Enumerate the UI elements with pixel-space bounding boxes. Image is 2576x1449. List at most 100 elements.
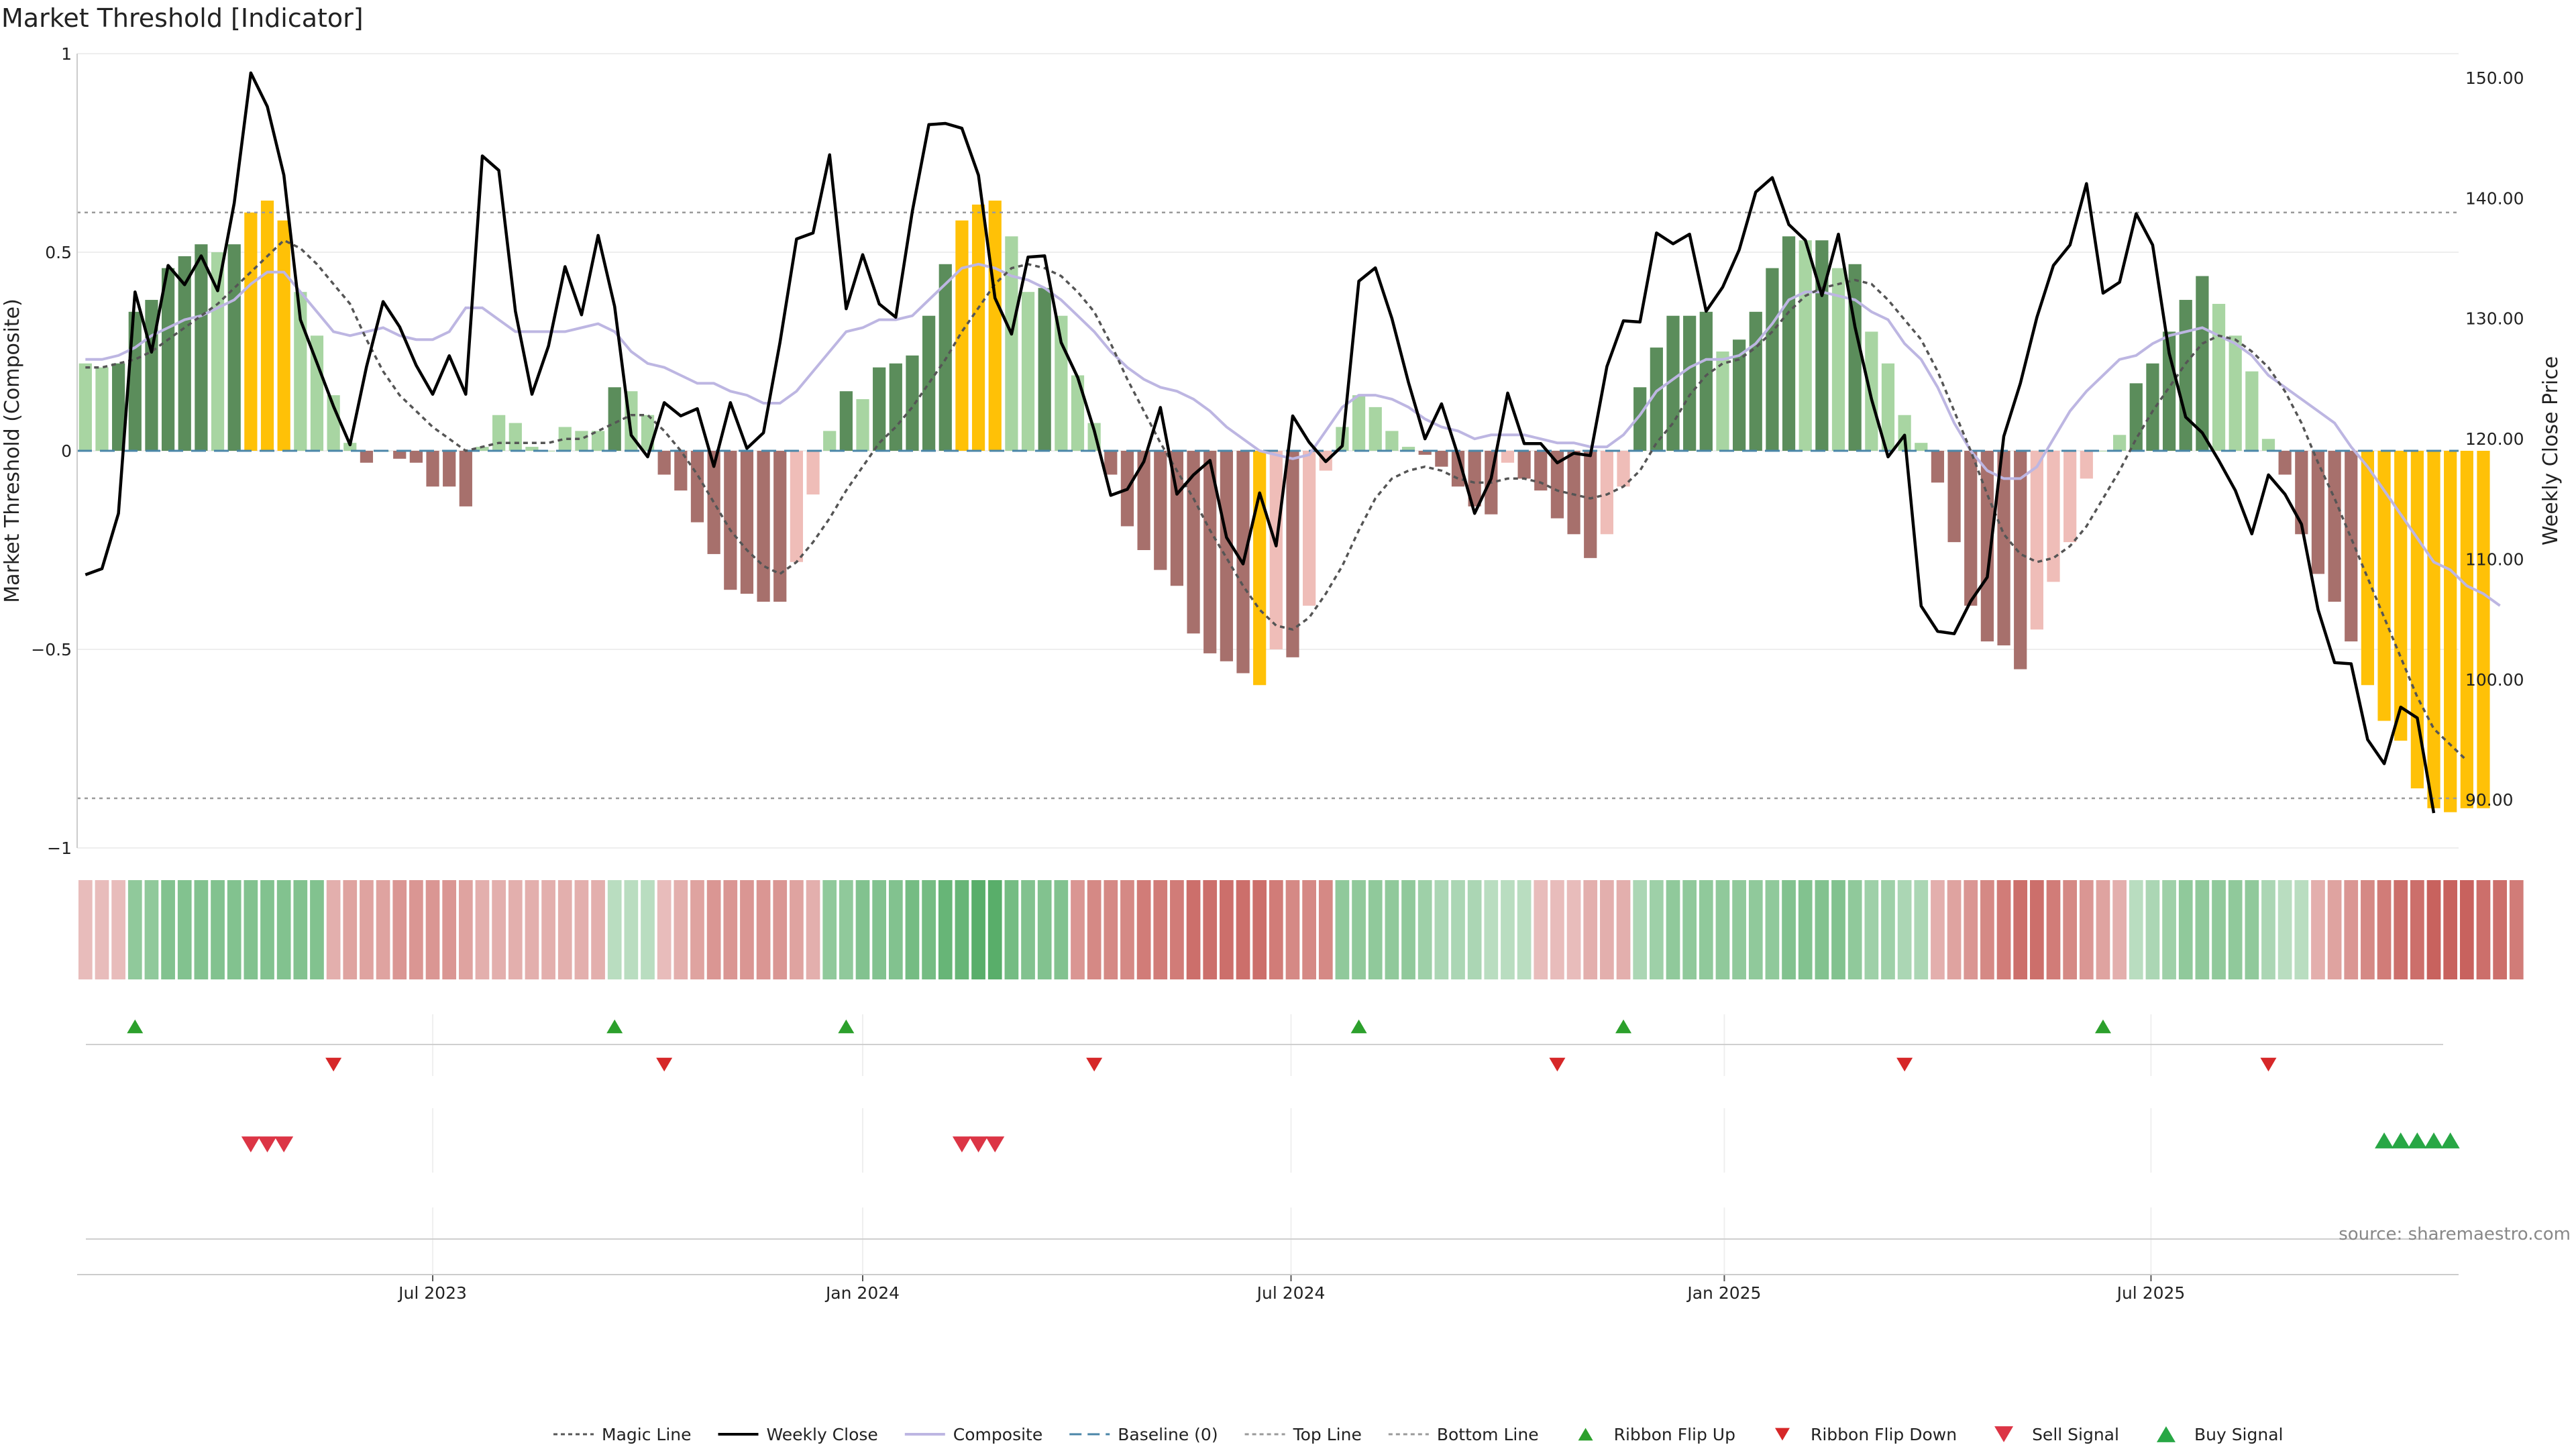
composite-bar: [343, 443, 357, 451]
ribbon-cell: [1451, 880, 1465, 979]
composite-bar: [2179, 300, 2192, 451]
ribbon-cell: [905, 880, 920, 979]
legend-item: Weekly Close: [718, 1425, 878, 1444]
ribbon-cell: [740, 880, 754, 979]
composite-bar: [2278, 451, 2292, 475]
x-tick-label: Jul 2025: [2116, 1283, 2186, 1303]
ribbon-cell: [2410, 880, 2424, 979]
ribbon-cell: [1633, 880, 1648, 979]
ribbon-cell: [839, 880, 853, 979]
sell-signal-marker: [952, 1136, 971, 1152]
legend-item: Buy Signal: [2156, 1425, 2284, 1444]
legend-swatch: [2156, 1426, 2176, 1442]
ribbon-cell: [1104, 880, 1118, 979]
ribbon-cell: [1153, 880, 1168, 979]
composite-bar: [608, 387, 621, 451]
ribbon-cell: [2046, 880, 2061, 979]
ribbon-cell: [2361, 880, 2375, 979]
composite-bar: [856, 399, 869, 451]
ribbon-flip-up-marker: [606, 1019, 623, 1034]
ribbon: [78, 880, 2524, 979]
ribbon-cell: [1732, 880, 1746, 979]
ribbon-cell: [2178, 880, 2193, 979]
magic-line: [85, 239, 2468, 762]
source-note: source: sharemaestro.com: [2339, 1224, 2571, 1244]
ribbon-cell: [1004, 880, 1019, 979]
legend-item: Sell Signal: [1994, 1425, 2119, 1444]
composite-bar: [1154, 451, 1167, 570]
composite-bar: [2196, 276, 2209, 451]
composite-bar: [1782, 236, 1796, 451]
ribbon-flip-up-marker: [1615, 1019, 1632, 1034]
composite-bar: [1699, 311, 1713, 451]
composite-bar: [2427, 451, 2440, 808]
composite-bar: [244, 212, 258, 451]
composite-bar: [1187, 451, 1200, 634]
ribbon-cell: [244, 880, 258, 979]
legend-label: Baseline (0): [1118, 1425, 1218, 1444]
composite-bar: [971, 204, 985, 451]
composite-bar: [2328, 451, 2341, 602]
ribbon-cell: [111, 880, 125, 979]
composite-bar: [2361, 451, 2375, 686]
ribbon-cell: [888, 880, 903, 979]
composite-bar: [558, 427, 572, 451]
composite-bar: [195, 244, 208, 451]
composite-bar: [1303, 451, 1316, 606]
legend-item: Bottom Line: [1388, 1425, 1539, 1444]
composite-bar: [2212, 303, 2226, 451]
composite-bar: [1253, 451, 1267, 686]
composite-bar: [2080, 451, 2093, 479]
x-tick-label: Jan 2025: [1686, 1283, 1761, 1303]
ribbon-cell: [591, 880, 605, 979]
composite-bar: [1584, 451, 1597, 558]
ribbon-cell: [2327, 880, 2342, 979]
sell-signal-marker: [258, 1136, 277, 1152]
composite-bar: [393, 451, 407, 459]
ribbon-cell: [1368, 880, 1383, 979]
ribbon-cell: [1831, 880, 1845, 979]
composite-bar: [508, 423, 522, 451]
ribbon-cell: [1352, 880, 1366, 979]
ribbon-cell: [1931, 880, 1945, 979]
ribbon-cell: [177, 880, 192, 979]
composite-bar: [1286, 451, 1299, 657]
signal-panel: [241, 1108, 2460, 1173]
ribbon-flip-down-marker: [325, 1057, 342, 1072]
legend-swatch: [1578, 1428, 1593, 1441]
buy-signal-marker: [2408, 1132, 2427, 1148]
ribbon-cell: [2476, 880, 2491, 979]
ribbon-cell: [855, 880, 870, 979]
composite-bar: [2394, 451, 2408, 741]
ribbon-cell: [2245, 880, 2259, 979]
legend-item: Baseline (0): [1069, 1425, 1218, 1444]
ribbon-cell: [2212, 880, 2226, 979]
ribbon-cell: [2426, 880, 2441, 979]
composite-bar: [707, 451, 720, 554]
ribbon-cell: [1401, 880, 1415, 979]
ribbon-cell: [1467, 880, 1482, 979]
ribbon-cell: [1318, 880, 1333, 979]
sell-signal-marker: [274, 1136, 294, 1152]
ribbon-cell: [1798, 880, 1813, 979]
composite-bar: [277, 220, 290, 451]
legend-item: Magic Line: [553, 1425, 692, 1444]
composite-bar: [1021, 292, 1035, 451]
composite-bar: [525, 447, 539, 451]
composite-bar: [2261, 439, 2275, 451]
legend-label: Magic Line: [602, 1425, 692, 1444]
ribbon-cell: [1335, 880, 1350, 979]
ribbon-cell: [161, 880, 175, 979]
ribbon-cell: [1534, 880, 1548, 979]
y2-tick-label: 140.00: [2465, 189, 2524, 208]
composite-bar: [2295, 451, 2308, 535]
ribbon-cell: [1715, 880, 1730, 979]
y2-tick-label: 90.00: [2465, 790, 2514, 810]
composite-bar: [2245, 371, 2259, 451]
ribbon-cell: [756, 880, 771, 979]
composite-bar: [2047, 451, 2060, 582]
composite-bar: [1435, 451, 1448, 467]
ribbon-cell: [2261, 880, 2275, 979]
ribbon-cell: [1815, 880, 1829, 979]
composite-bar: [1385, 431, 1399, 451]
